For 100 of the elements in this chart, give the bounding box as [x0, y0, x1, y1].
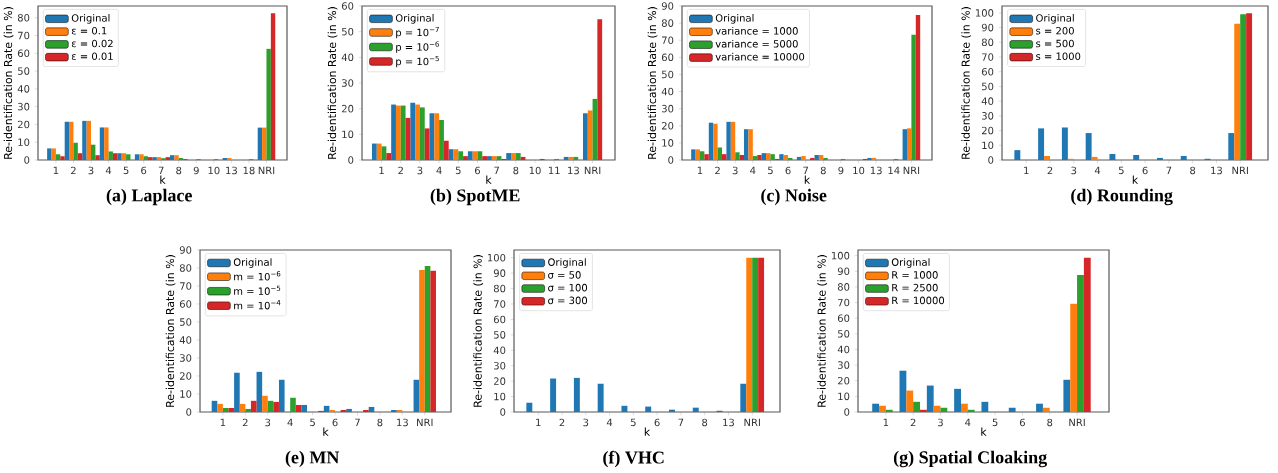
bar	[783, 155, 789, 160]
y-tick-label: 20	[981, 126, 994, 135]
bar	[526, 402, 533, 412]
bar	[434, 113, 440, 160]
legend-label: Original	[395, 14, 434, 24]
y-axis-title: Re-identification Rate (in %)	[817, 255, 828, 407]
bar	[108, 151, 113, 160]
y-tick-label: 60	[493, 315, 506, 324]
bar	[872, 403, 880, 412]
x-tick-label: 3	[417, 166, 423, 175]
bar	[708, 122, 714, 160]
bar	[1133, 154, 1140, 160]
bar	[823, 157, 828, 160]
bar	[391, 104, 396, 160]
text: (c) Noise	[761, 188, 827, 206]
y-tick-label: 30	[493, 361, 506, 370]
x-tick-label: 5	[1118, 166, 1124, 175]
x-tick-label: NRI	[258, 166, 275, 174]
bar	[699, 151, 705, 160]
bar	[234, 372, 240, 412]
y-tick-label: 80	[661, 19, 674, 27]
bar	[1008, 407, 1016, 412]
bar	[448, 149, 454, 160]
bar	[1246, 13, 1253, 160]
x-tick-label: 8	[1047, 418, 1053, 427]
bar	[563, 156, 569, 160]
bar	[801, 156, 806, 160]
x-tick-label: 1	[883, 418, 889, 426]
bar	[126, 154, 131, 160]
x-tick-label: 7	[355, 418, 360, 426]
bar	[77, 153, 83, 160]
legend-label: Original	[233, 258, 272, 268]
bar	[143, 156, 149, 160]
y-tick-label: 30	[981, 112, 994, 120]
bar	[376, 143, 382, 160]
bar	[748, 129, 753, 160]
bar	[717, 147, 722, 160]
bar	[573, 156, 579, 160]
x-tick-label: 7	[1166, 166, 1172, 174]
y-tick-label: 40	[493, 346, 506, 355]
y-tick-label: 40	[837, 345, 850, 354]
x-tick-label: 4	[105, 166, 112, 174]
y-tick-label: 90	[661, 2, 674, 10]
x-tick-label: 13	[870, 166, 882, 175]
bar	[573, 377, 580, 412]
legend-label: p = 10$^{−5}$	[396, 55, 439, 68]
legend-label: m = 10$^{−4}$	[234, 300, 281, 310]
x-tick-label: 8	[377, 418, 383, 427]
bar	[222, 408, 229, 412]
bar	[64, 121, 70, 160]
bar	[1077, 275, 1084, 412]
bar	[621, 405, 628, 412]
y-tick-label: 60	[17, 49, 30, 58]
bar	[487, 156, 492, 160]
bar	[262, 127, 267, 160]
x-tick-label: 3	[88, 166, 94, 175]
bar	[95, 155, 100, 160]
bar	[645, 406, 652, 412]
y-tick-label: 80	[837, 283, 850, 291]
bar	[757, 155, 762, 160]
bar	[1038, 128, 1045, 160]
bar	[419, 107, 425, 160]
x-tick-label: 11	[548, 166, 560, 174]
x-tick-label: 3	[1071, 166, 1077, 175]
y-tick-label: 90	[179, 246, 192, 254]
y-tick-label: 100	[487, 253, 506, 262]
bar	[491, 156, 497, 160]
x-tick-label: 4	[287, 418, 293, 426]
text: (a) Laplace	[106, 188, 192, 206]
x-tick-label: 13	[226, 166, 237, 175]
x-tick-label: 3	[938, 418, 943, 427]
x-tick-label: 2	[71, 166, 76, 175]
bar	[424, 128, 430, 160]
bar	[752, 156, 758, 160]
y-tick-label: 70	[838, 298, 850, 307]
y-tick-label: 0	[668, 156, 674, 164]
bar	[104, 127, 109, 160]
x-tick-label: 3	[732, 166, 738, 175]
x-tick-label: 8	[513, 166, 519, 175]
x-tick-label: 1	[697, 166, 703, 174]
y-tick-label: 10	[180, 390, 192, 398]
x-tick-label: 6	[1142, 166, 1148, 175]
bar	[262, 395, 268, 412]
x-tick-label: 2	[910, 418, 916, 427]
bar	[1083, 257, 1091, 412]
bar	[954, 388, 961, 412]
bar	[250, 400, 257, 412]
x-tick-label: 3	[583, 418, 589, 427]
bar	[879, 405, 886, 412]
bar	[295, 404, 302, 412]
x-tick-label: 18	[243, 166, 255, 175]
y-axis-title: Re-identification Rate (in %)	[647, 7, 658, 159]
bar	[1085, 133, 1092, 160]
x-tick-label: 9	[838, 166, 844, 175]
bar	[704, 154, 709, 160]
y-tick-label: 0	[988, 156, 994, 164]
bar	[1234, 23, 1241, 160]
x-tick-label: NRI	[584, 166, 601, 174]
x-tick-label: 1	[536, 418, 541, 426]
bar	[913, 401, 920, 412]
